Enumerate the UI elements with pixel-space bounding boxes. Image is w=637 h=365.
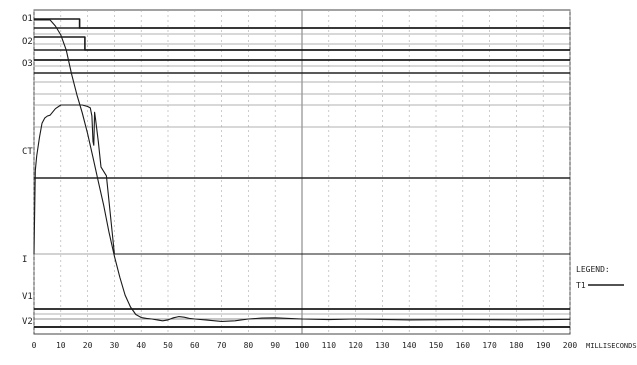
channel-label-o1: O1 bbox=[22, 14, 33, 24]
legend-title: LEGEND: bbox=[576, 265, 610, 274]
chart-traces bbox=[33, 18, 571, 328]
x-tick-label-110: 110 bbox=[322, 341, 337, 350]
x-tick-label-60: 60 bbox=[190, 341, 200, 350]
chart-grid bbox=[33, 9, 571, 335]
x-axis-label: MILLISECONDS bbox=[586, 342, 637, 350]
legend: LEGEND: T1 bbox=[576, 265, 624, 290]
trace-o1 bbox=[34, 18, 570, 29]
channel-labels: O1 O2 O3 CT I V1 V2 bbox=[22, 14, 33, 327]
x-tick-label-0: 0 bbox=[32, 341, 37, 350]
x-axis-ticks: 0 10 20 30 40 50 60 70 80 90 100 110 120 130 140 150 160… bbox=[32, 341, 578, 350]
trace-o2 bbox=[34, 36, 570, 51]
x-tick-label-70: 70 bbox=[217, 341, 227, 350]
x-tick-label-30: 30 bbox=[110, 341, 120, 350]
trace-i bbox=[34, 19, 571, 322]
x-tick-label-150: 150 bbox=[429, 341, 444, 350]
x-tick-label-40: 40 bbox=[136, 341, 146, 350]
x-tick-label-140: 140 bbox=[402, 341, 417, 350]
x-tick-label-20: 20 bbox=[83, 341, 93, 350]
channel-label-v2: V2 bbox=[22, 317, 33, 327]
channel-label-o2: O2 bbox=[22, 37, 33, 47]
x-tick-label-170: 170 bbox=[482, 341, 497, 350]
x-tick-label-10: 10 bbox=[56, 341, 66, 350]
x-tick-label-130: 130 bbox=[375, 341, 390, 350]
x-tick-label-160: 160 bbox=[456, 341, 471, 350]
x-tick-label-120: 120 bbox=[348, 341, 363, 350]
x-tick-label-80: 80 bbox=[244, 341, 254, 350]
channel-label-o3: O3 bbox=[22, 59, 33, 69]
x-tick-label-90: 90 bbox=[270, 341, 280, 350]
channel-label-v1: V1 bbox=[22, 292, 33, 302]
x-tick-label-190: 190 bbox=[536, 341, 551, 350]
channel-label-ct: CT bbox=[22, 147, 33, 157]
x-tick-label-180: 180 bbox=[509, 341, 524, 350]
x-tick-label-200: 200 bbox=[563, 341, 578, 350]
legend-entry-t1: T1 bbox=[576, 281, 586, 290]
x-tick-label-50: 50 bbox=[163, 341, 173, 350]
x-tick-label-100: 100 bbox=[295, 341, 310, 350]
channel-label-i: I bbox=[22, 255, 27, 265]
